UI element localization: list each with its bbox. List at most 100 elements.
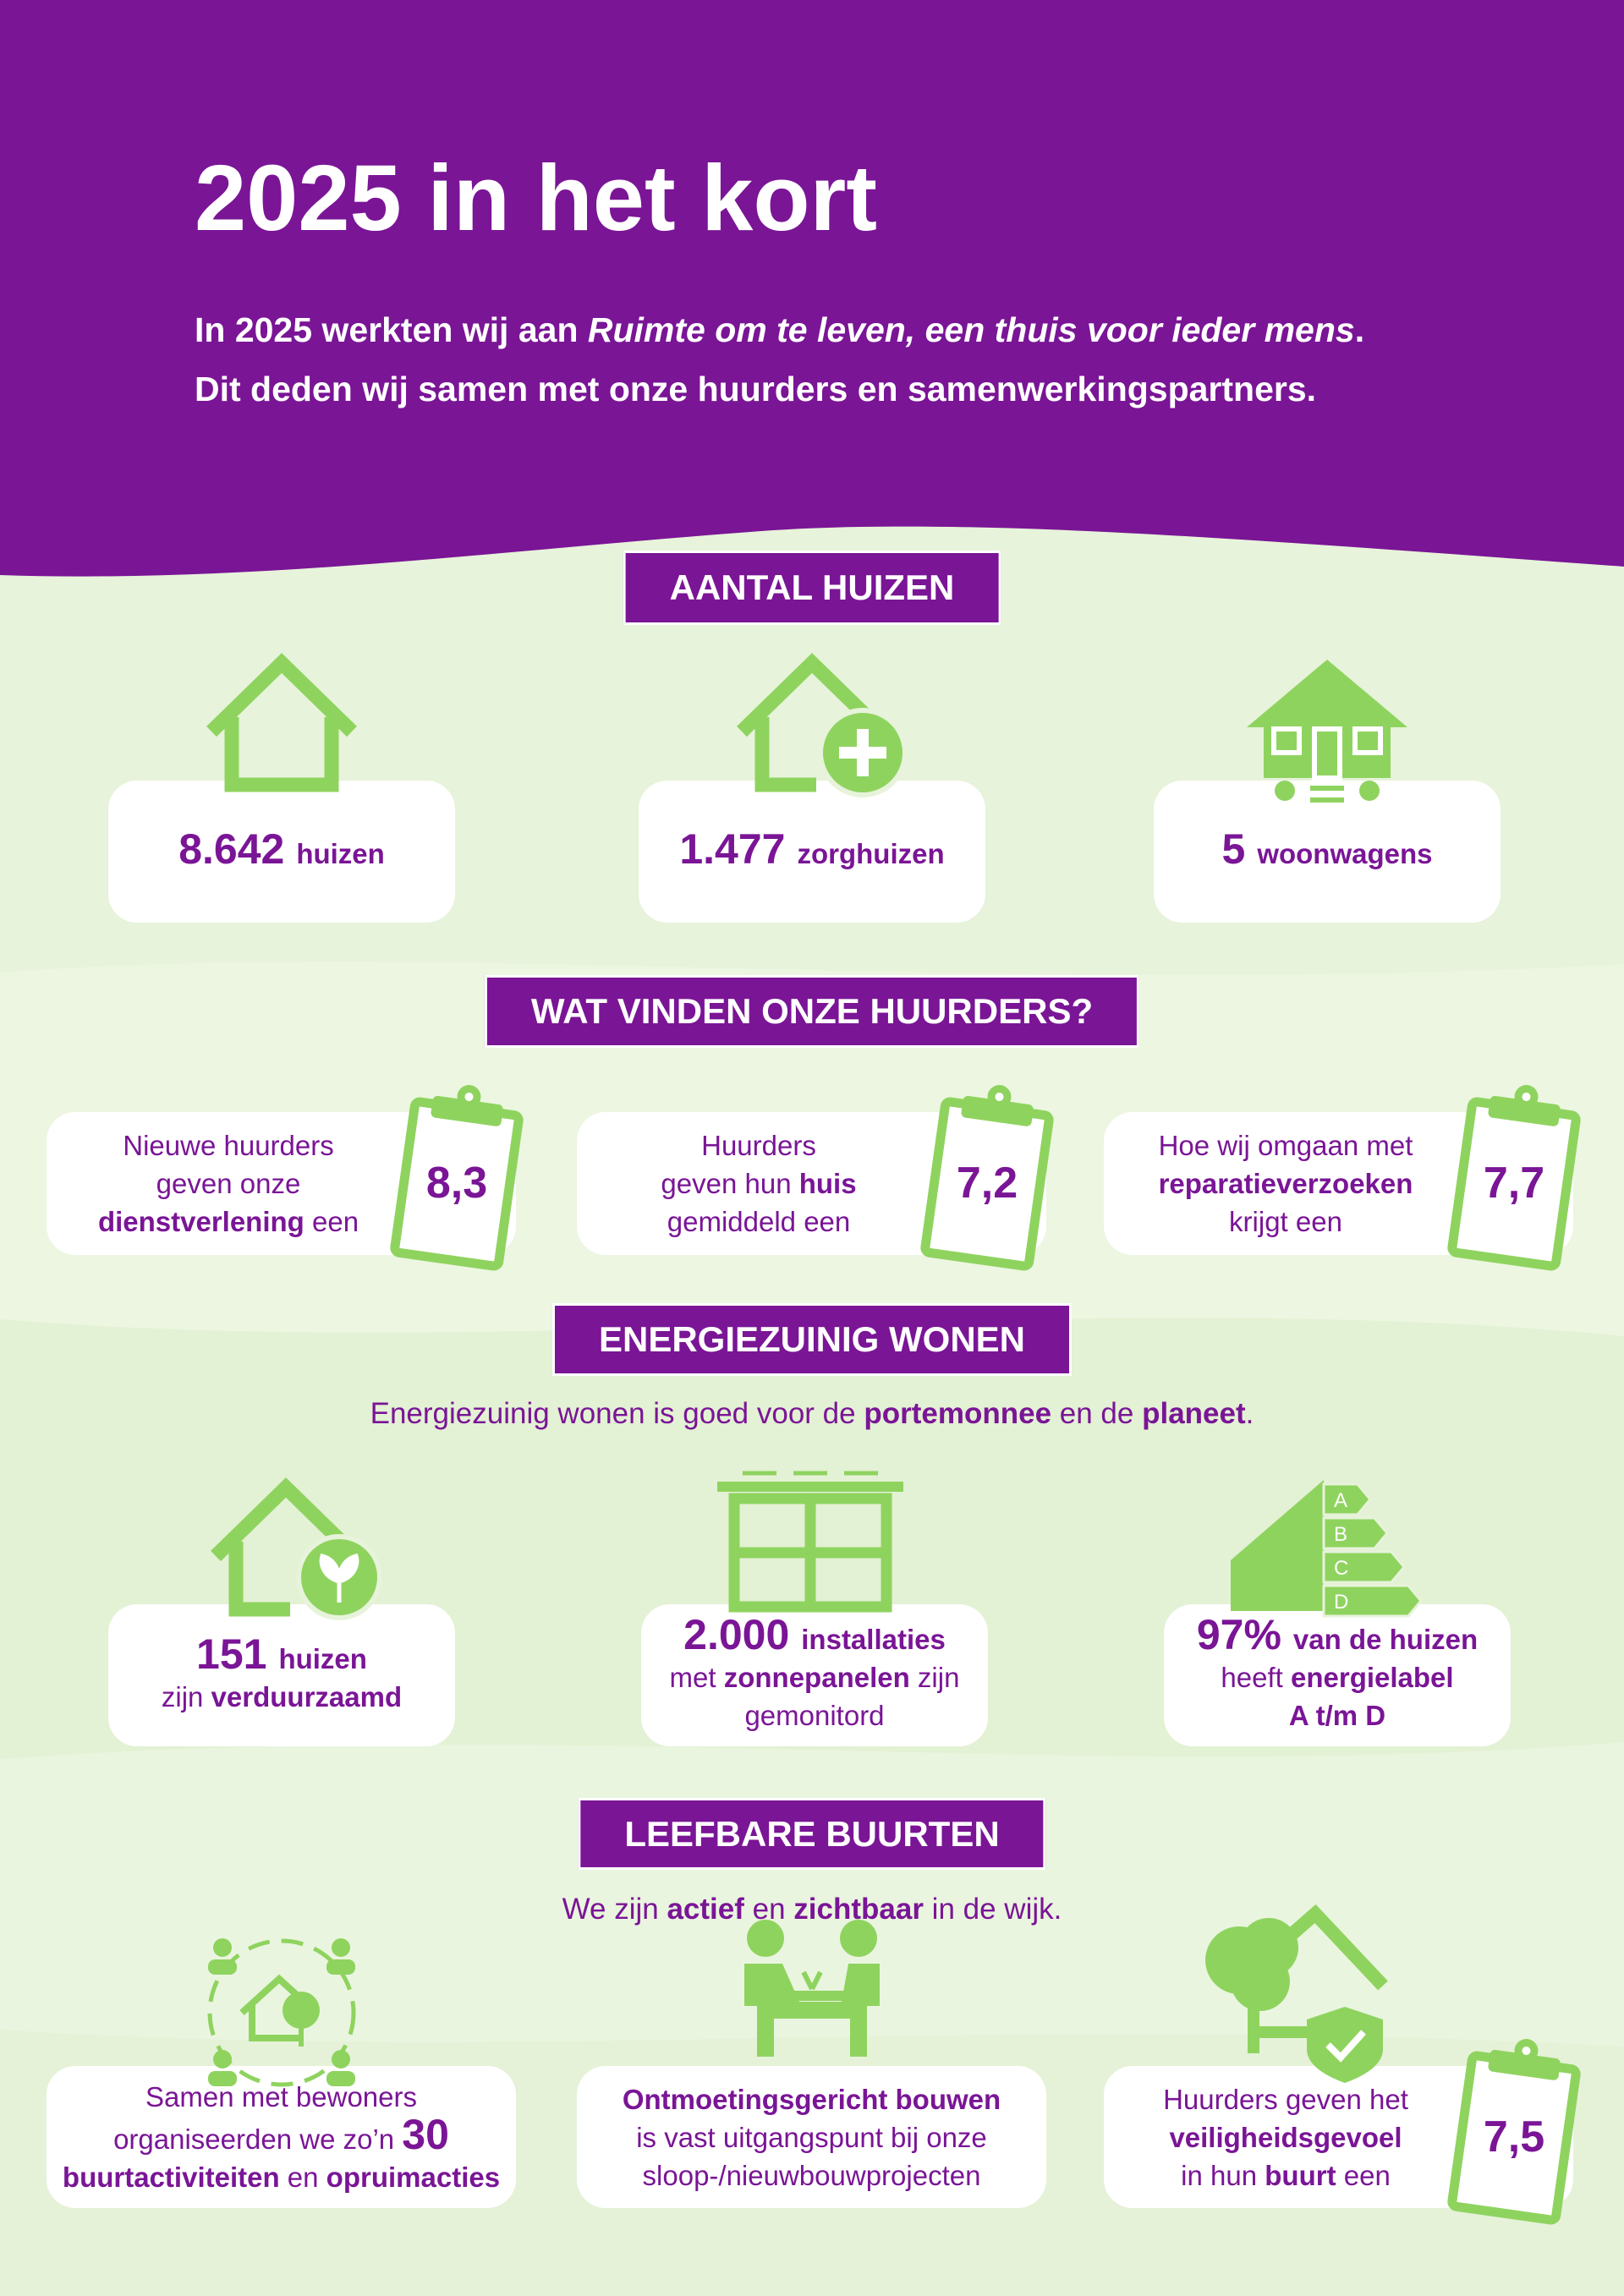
text-line: geven onze <box>47 1164 410 1203</box>
card-text: Huurders geven het veiligheidsgevoel in hu… <box>1104 2080 1468 2195</box>
card-text: 5 woonwagens <box>1222 828 1433 873</box>
key-figure: 2.000 <box>683 1611 790 1658</box>
text-line: Dit deden wij samen met onze huurders en… <box>195 359 1364 419</box>
text-line: A t/m D <box>1197 1696 1478 1734</box>
text-line: In 2025 werkten wij aan Ruimte om te lev… <box>195 300 1364 359</box>
text-line: We zijn actief en zichtbaar in de wijk. <box>0 1893 1624 1926</box>
card-text: 2.000 installaties met zonnepanelen zijn ge… <box>670 1614 960 1734</box>
text-segment: is vast uitgangspunt bij onze <box>636 2121 987 2153</box>
text-line: 151 huizen <box>162 1633 402 1678</box>
text-segment: buurt <box>1265 2159 1336 2191</box>
key-figure: 5 <box>1221 825 1246 873</box>
text-segment: gemonitord <box>744 1700 885 1731</box>
header-background <box>0 0 1624 577</box>
card-text: 97% van de huizen heeft energielabel A t/m … <box>1197 1614 1479 1734</box>
text-line: 8.642 huizen <box>178 828 385 873</box>
card-text: 151 huizen zijn verduurzaamd <box>161 1633 403 1716</box>
text-line: buurtactiviteiten en opruimacties <box>63 2158 500 2196</box>
text-segment: reparatieverzoeken <box>1158 1168 1413 1199</box>
text-segment: veiligheidsgevoel <box>1169 2121 1402 2153</box>
stat-card: 2.000 installaties met zonnepanelen zijn ge… <box>641 1604 988 1746</box>
stat-card: Huurders geven hun huis gemiddeld een <box>577 1112 1046 1255</box>
text-segment: buurtactiviteiten <box>62 2162 280 2193</box>
text-line: Huurders <box>577 1126 941 1164</box>
text-segment: In 2025 werkten wij aan <box>195 310 588 349</box>
text-segment: zijn <box>161 1680 211 1712</box>
text-segment: en de <box>1051 1397 1143 1430</box>
text-segment: verduurzaamd <box>211 1680 403 1712</box>
text-segment: Nieuwe huurders <box>123 1130 334 1161</box>
text-line: Ontmoetingsgericht bouwen <box>623 2080 1001 2118</box>
text-line: met zonnepanelen zijn <box>670 1658 960 1696</box>
text-segment: installaties <box>801 1624 946 1655</box>
text-segment: Hoe wij omgaan met <box>1158 1130 1413 1161</box>
card-text: Huurders geven hun huis gemiddeld een <box>577 1126 941 1241</box>
text-line: 97% van de huizen <box>1197 1614 1479 1658</box>
card-text: Nieuwe huurders geven onze dienstverlening… <box>47 1126 410 1241</box>
text-segment: energielabel <box>1290 1662 1454 1693</box>
text-segment: gemiddeld een <box>667 1206 851 1237</box>
card-text: Ontmoetingsgericht bouwen is vast uitgang… <box>623 2080 1001 2195</box>
text-segment: in hun <box>1181 2159 1265 2191</box>
text-line: Nieuwe huurders <box>47 1126 410 1164</box>
stat-card: Hoe wij omgaan met reparatieverzoeken krij… <box>1104 1112 1573 1255</box>
text-segment: actief <box>667 1893 744 1926</box>
text-segment: en <box>279 2162 326 2193</box>
text-segment: en <box>743 1893 794 1926</box>
text-segment: heeft <box>1221 1662 1291 1693</box>
section-intro: We zijn actief en zichtbaar in de wijk. <box>0 1893 1624 1926</box>
text-line: geven hun huis <box>577 1164 941 1203</box>
key-figure: 97% <box>1196 1611 1281 1658</box>
text-segment: zonnepanelen <box>723 1662 910 1693</box>
text-line: 2.000 installaties <box>670 1614 960 1658</box>
text-line: Hoe wij omgaan met <box>1104 1126 1468 1164</box>
text-segment: zijn <box>909 1662 960 1693</box>
text-segment: Ontmoetingsgericht bouwen <box>622 2083 1001 2115</box>
text-line: Huurders geven het <box>1104 2080 1468 2118</box>
text-segment: krijgt een <box>1229 1206 1342 1237</box>
text-segment: een <box>1336 2159 1391 2191</box>
text-segment: portemonnee <box>864 1397 1052 1430</box>
text-line: gemiddeld een <box>577 1203 941 1241</box>
text-segment: van de huizen <box>1292 1624 1479 1655</box>
text-line: sloop-/nieuwbouwprojecten <box>623 2156 1001 2195</box>
card-text: Hoe wij omgaan met reparatieverzoeken krij… <box>1104 1126 1468 1241</box>
stat-card: 151 huizen zijn verduurzaamd <box>108 1604 455 1746</box>
stat-card: Huurders geven het veiligheidsgevoel in hu… <box>1104 2066 1573 2208</box>
text-segment: Energiezuinig wonen is goed voor de <box>370 1397 864 1430</box>
text-line: veiligheidsgevoel <box>1104 2118 1468 2156</box>
text-segment: met <box>669 1662 724 1693</box>
card-text: 1.477 zorghuizen <box>679 828 944 873</box>
text-segment: Dit deden wij samen met onze huurders en… <box>195 370 1317 408</box>
key-figure: 8.642 <box>178 825 285 873</box>
stat-card: Nieuwe huurders geven onze dienstverlening… <box>47 1112 516 1255</box>
text-line: 5 woonwagens <box>1222 828 1433 873</box>
card-text: Samen met bewoners organiseerden we zo’n … <box>63 2078 500 2196</box>
section-title: WAT VINDEN ONZE HUURDERS? <box>484 975 1140 1048</box>
text-line: 1.477 zorghuizen <box>679 828 944 873</box>
text-segment: Huurders <box>701 1130 816 1161</box>
card-text: 8.642 huizen <box>178 828 385 873</box>
text-segment: planeet <box>1142 1397 1246 1430</box>
key-figure: 30 <box>402 2111 449 2158</box>
text-segment: . <box>1354 310 1365 349</box>
text-line: is vast uitgangspunt bij onze <box>623 2118 1001 2156</box>
text-segment: . <box>1245 1397 1254 1430</box>
text-segment: woonwagens <box>1257 838 1433 869</box>
section-intro: Energiezuinig wonen is goed voor de port… <box>0 1397 1624 1431</box>
text-line: krijgt een <box>1104 1203 1468 1241</box>
text-segment: organiseerden we zo’n <box>113 2123 403 2155</box>
stat-card: 5 woonwagens <box>1154 781 1501 923</box>
text-segment: huizen <box>296 838 385 869</box>
text-segment: een <box>304 1206 359 1237</box>
text-line: heeft energielabel <box>1197 1658 1478 1696</box>
page-title: 2025 in het kort <box>195 146 877 250</box>
text-segment: A t/m D <box>1288 1700 1386 1731</box>
text-segment: dienstverlening <box>97 1206 304 1237</box>
text-segment: Samen met bewoners <box>145 2081 417 2112</box>
text-segment: Huurders geven het <box>1163 2083 1408 2115</box>
text-line: organiseerden we zo’n 30 <box>63 2113 500 2158</box>
